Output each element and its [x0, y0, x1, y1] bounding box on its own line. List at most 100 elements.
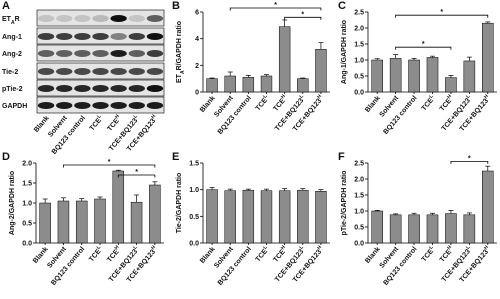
significance-bracket: [450, 161, 489, 164]
x-tick-label-part: L: [465, 245, 472, 251]
bar: [57, 200, 70, 244]
blot-band: [92, 15, 109, 22]
error-bar: [97, 196, 103, 199]
x-tick-label-part: L: [262, 245, 269, 251]
significance-label: *: [108, 159, 111, 166]
blot-band: [92, 33, 109, 40]
x-tick-label: TCEL: [253, 94, 271, 113]
y-axis-label: pTie-2/GAPDH ratio: [341, 171, 348, 236]
x-tick-label-part: L: [262, 94, 269, 100]
blot-band: [37, 85, 55, 92]
error-bar: [374, 210, 380, 211]
x-tick-label: TCEL: [253, 245, 271, 264]
y-tick-label: 2.0: [354, 26, 364, 33]
y-tick-label: 0.5: [189, 214, 199, 221]
panel-letter: D: [2, 151, 10, 163]
bar: [426, 57, 439, 93]
bar: [224, 75, 236, 93]
x-tick-label-part: L: [465, 94, 472, 100]
blot-row-label-part: ET: [2, 16, 12, 23]
blot-band: [128, 68, 145, 75]
y-tick-label: 1.5: [354, 193, 364, 200]
y-axis-label: ETAR/GAPDH ratio: [176, 21, 186, 83]
x-tick-label-part: H: [114, 244, 121, 251]
bar: [130, 201, 143, 244]
y-tick-label: 2.0: [354, 177, 364, 184]
bar: [242, 77, 255, 93]
x-tick-label-part: H: [316, 244, 323, 251]
panel-letter: C: [338, 0, 346, 12]
blot-band: [128, 50, 145, 57]
error-bar: [152, 181, 158, 185]
blot-band: [92, 68, 109, 75]
blot-row-label: GAPDH: [2, 103, 27, 110]
error-bar: [318, 42, 324, 50]
bar: [445, 213, 457, 244]
y-tick-label: 2.5: [354, 161, 364, 168]
blot-band: [56, 15, 73, 22]
significance-bracket: [63, 164, 156, 168]
blot-band: [110, 15, 127, 22]
error-bar: [209, 77, 215, 79]
significance-label: *: [422, 41, 425, 48]
blot-band: [56, 102, 73, 109]
blot-band: [92, 102, 109, 109]
error-bar: [60, 197, 66, 201]
blot-band: [56, 85, 73, 92]
error-bar: [134, 194, 140, 203]
blot-band: [110, 33, 127, 40]
blot-row-label: pTie-2: [2, 86, 23, 93]
lane-label-part: H: [150, 113, 157, 120]
x-tick-label: Blank: [32, 246, 50, 265]
y-tick-label: 2.0: [22, 161, 32, 168]
bar: [278, 190, 291, 244]
blot-row-label: Ang-2: [2, 51, 22, 58]
error-bar: [300, 188, 306, 191]
significance-label: *: [440, 9, 443, 16]
y-tick-label: 2: [195, 63, 199, 70]
blot-band: [110, 85, 127, 92]
x-tick-label: TCEL: [419, 245, 437, 264]
blot-band: [37, 102, 55, 109]
error-bar: [411, 58, 417, 60]
y-axis-label-part: R/GAPDH ratio: [176, 21, 183, 70]
error-bar: [466, 212, 472, 215]
y-tick-label: 0.0: [354, 90, 364, 97]
blot-band: [110, 102, 127, 109]
bar: [463, 214, 476, 244]
blot-band: [92, 50, 109, 57]
blot-band: [74, 85, 91, 92]
blot-band: [37, 15, 55, 22]
x-tick-label: TCEH: [105, 244, 123, 264]
x-tick-label-part: L: [132, 245, 139, 251]
error-bar: [42, 198, 48, 203]
x-tick-label-part: H: [280, 244, 287, 251]
x-tick-label: TCEH: [271, 93, 289, 113]
error-bar: [115, 169, 121, 171]
blot-band: [56, 68, 73, 75]
x-tick-label-part: L: [428, 94, 435, 100]
bar: [278, 26, 291, 93]
x-tick-label-part: H: [483, 93, 490, 100]
lane-label: TCEL: [87, 114, 105, 133]
x-tick-label-part: L: [298, 245, 305, 251]
bar: [112, 170, 125, 244]
x-tick-label-part: H: [280, 93, 287, 100]
blot-band: [146, 50, 164, 57]
blot-row-label: ETAR: [2, 16, 20, 26]
y-tick-label: 0.0: [189, 241, 199, 248]
bar: [389, 58, 402, 93]
error-bar: [393, 54, 399, 59]
y-axis-label: Tie-2/GAPDH ratio: [176, 173, 183, 234]
y-tick-label: 0.5: [22, 221, 32, 228]
bar: [315, 49, 327, 93]
bar: [149, 184, 161, 244]
error-bar: [485, 165, 491, 171]
x-tick-label: BQ123 control: [382, 95, 418, 136]
x-tick-label: TCEH: [437, 93, 455, 113]
bar: [260, 190, 273, 244]
bar: [408, 214, 420, 244]
blot-band: [74, 68, 91, 75]
x-tick-label-part: H: [446, 244, 453, 251]
